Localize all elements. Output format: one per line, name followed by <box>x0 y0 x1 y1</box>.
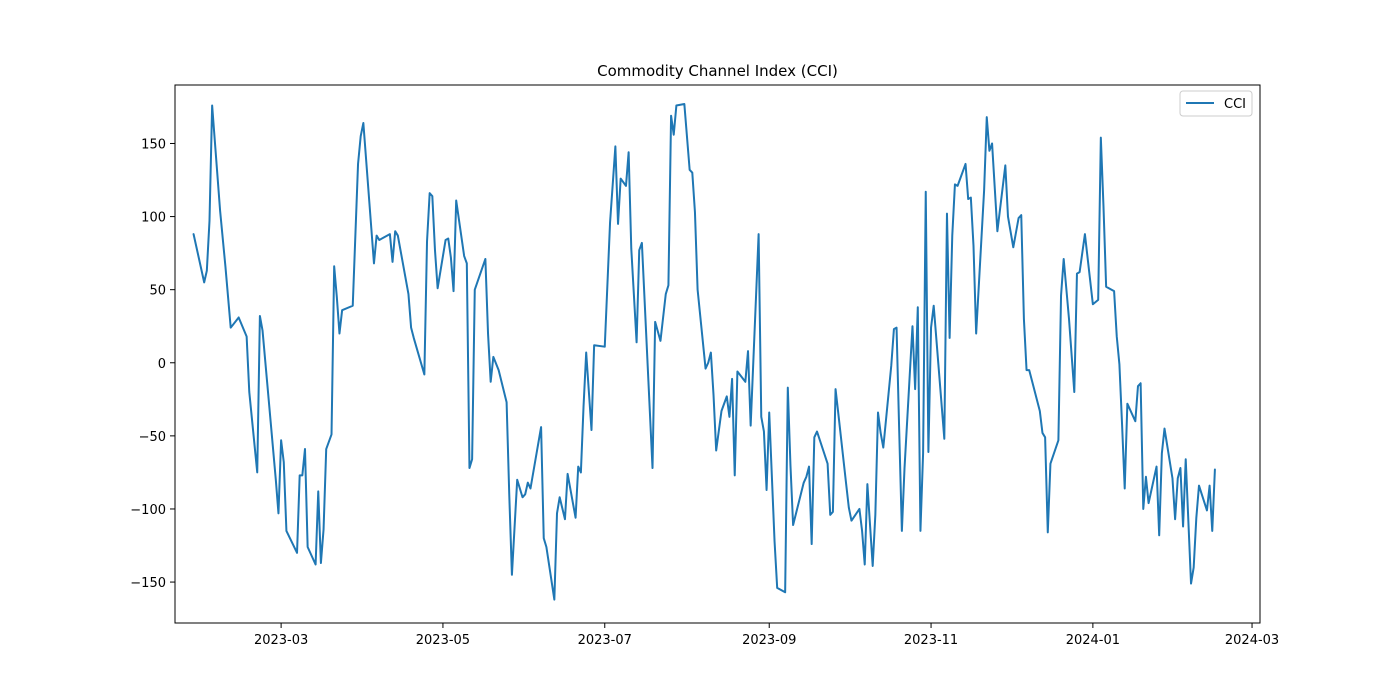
plot-area <box>192 103 1216 601</box>
y-tick-label: 50 <box>149 284 166 299</box>
chart-title: Commodity Channel Index (CCI) <box>597 62 838 80</box>
y-tick-label: 0 <box>158 357 166 372</box>
x-tick-label: 2023-09 <box>742 633 796 648</box>
y-tick-label: 100 <box>141 211 166 226</box>
x-tick-label: 2023-05 <box>416 633 470 648</box>
x-tick-label: 2023-11 <box>904 633 958 648</box>
y-tick-label: 150 <box>141 137 166 152</box>
y-tick-label: −50 <box>139 430 166 445</box>
y-tick-label: −100 <box>130 503 166 518</box>
x-tick-label: 2023-07 <box>578 633 632 648</box>
plot-frame <box>174 84 1261 624</box>
axes: 2023-03 2023-05 2023-07 2023-09 2023-11 2024-… <box>130 84 1279 648</box>
x-tick-label: 2023-03 <box>254 633 308 648</box>
legend: CCI <box>1179 90 1253 117</box>
x-tick-label: 2024-03 <box>1225 633 1279 648</box>
x-tick-label: 2024-01 <box>1066 633 1120 648</box>
series-line-cci <box>192 103 1216 601</box>
legend-label-cci: CCI <box>1224 97 1246 112</box>
y-tick-label: −150 <box>130 576 166 591</box>
legend-box <box>1179 90 1253 117</box>
